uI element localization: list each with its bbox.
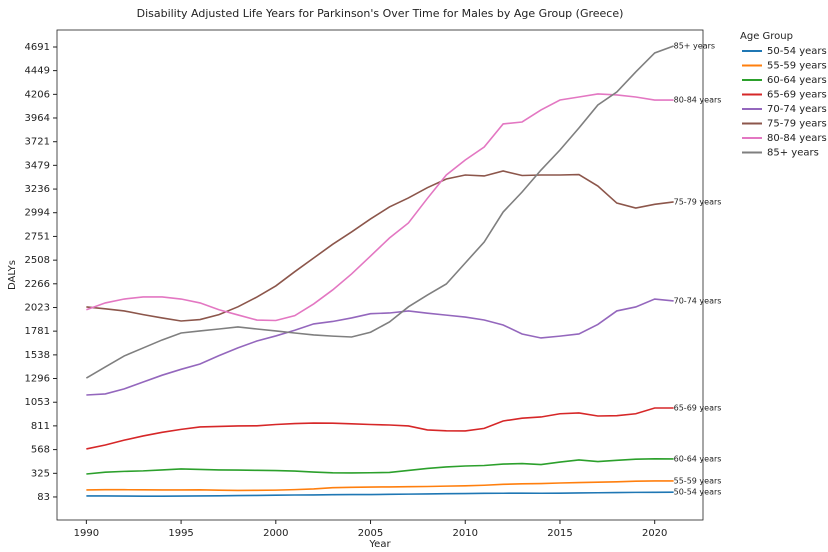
legend-title: Age Group <box>740 31 793 42</box>
y-tick-label: 1781 <box>25 326 50 337</box>
series-line <box>86 491 674 497</box>
y-tick-label: 4449 <box>25 66 50 77</box>
end-label: 85+ years <box>674 42 715 51</box>
y-tick-label: 2023 <box>25 303 50 314</box>
end-label: 75-79 years <box>674 197 722 206</box>
x-tick-label: 1990 <box>74 528 99 539</box>
series-line <box>86 457 674 475</box>
legend-label: 70-74 years <box>767 104 827 115</box>
y-tick-label: 1538 <box>25 350 50 361</box>
x-tick-label: 2020 <box>642 528 667 539</box>
y-tick-label: 1053 <box>25 397 50 408</box>
end-label: 65-69 years <box>674 403 722 412</box>
y-tick-label: 3236 <box>25 184 50 195</box>
x-tick-label: 2005 <box>358 528 383 539</box>
legend-label: 75-79 years <box>767 119 827 130</box>
legend-label: 80-84 years <box>767 133 827 144</box>
legend-label: 65-69 years <box>767 90 827 101</box>
y-tick-label: 83 <box>37 492 50 503</box>
y-tick-label: 1296 <box>25 374 50 385</box>
series-line <box>86 480 674 492</box>
x-tick-label: 2000 <box>263 528 288 539</box>
series-line <box>86 170 674 322</box>
y-tick-label: 568 <box>31 445 50 456</box>
x-tick-label: 2010 <box>453 528 478 539</box>
legend-label: 55-59 years <box>767 61 827 72</box>
y-tick-label: 2508 <box>25 255 50 266</box>
x-axis-label: Year <box>368 539 391 550</box>
legend-label: 85+ years <box>767 148 819 159</box>
series-line <box>86 93 674 322</box>
end-label: 70-74 years <box>674 296 722 305</box>
x-tick-label: 1995 <box>168 528 193 539</box>
end-label: 55-59 years <box>674 476 722 485</box>
chart-title: Disability Adjusted Life Years for Parki… <box>137 7 624 20</box>
y-tick-label: 2994 <box>25 208 50 219</box>
y-tick-label: 4206 <box>25 89 50 100</box>
series-line <box>86 298 674 396</box>
plot-frame <box>56 29 704 521</box>
y-tick-label: 3479 <box>25 160 50 171</box>
y-tick-label: 3721 <box>25 137 50 148</box>
y-tick-label: 2266 <box>25 279 50 290</box>
end-label: 80-84 years <box>674 96 722 105</box>
y-tick-label: 811 <box>31 421 50 432</box>
x-tick-label: 2015 <box>547 528 572 539</box>
end-label: 50-54 years <box>674 488 722 497</box>
y-tick-label: 325 <box>31 468 50 479</box>
legend-label: 50-54 years <box>767 46 827 57</box>
y-tick-label: 4691 <box>25 42 50 53</box>
series-line <box>85 45 674 379</box>
end-label: 60-64 years <box>674 454 722 463</box>
y-tick-label: 3964 <box>25 113 50 124</box>
legend-label: 60-64 years <box>767 75 827 86</box>
series-line <box>86 407 674 450</box>
y-axis-label: DALYs <box>7 260 18 290</box>
y-tick-label: 2751 <box>25 231 50 242</box>
